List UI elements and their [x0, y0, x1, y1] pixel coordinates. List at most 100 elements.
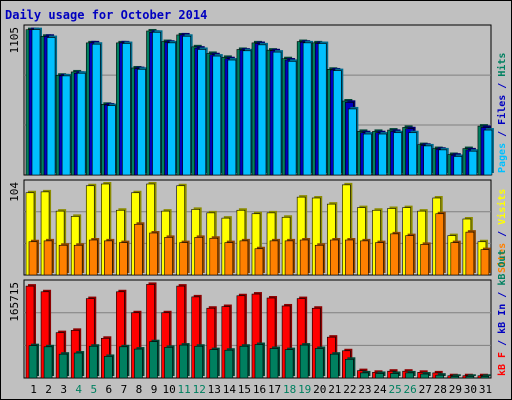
- bar-kb-out: [269, 348, 279, 379]
- bar-kb-out-shadow: [452, 374, 461, 376]
- bar-kb-out: [450, 375, 460, 379]
- bar-pages: [152, 32, 161, 176]
- legend-entry: Files: [496, 95, 508, 125]
- bar-pages: [107, 105, 116, 176]
- bar-pages: [423, 145, 432, 176]
- bar-sites: [299, 239, 309, 276]
- bar-pages: [348, 108, 357, 176]
- bar-sites: [73, 244, 83, 276]
- series-legend: Sites / Visits: [496, 189, 508, 273]
- x-tick-label: 14: [223, 383, 237, 396]
- x-tick-label: 29: [449, 383, 462, 396]
- chart-title: Daily usage for October 2014: [5, 8, 207, 22]
- bar-pages: [468, 150, 478, 176]
- bar-kb-out: [88, 345, 98, 379]
- bar-sites: [209, 237, 219, 276]
- bar-kb-out: [465, 375, 475, 379]
- panel-hits_files_pages: 1105 Pages / Files / Hits: [8, 24, 508, 176]
- bar-sites: [450, 242, 460, 276]
- bar-kb-out: [58, 353, 68, 379]
- bar-kb-out: [360, 372, 369, 379]
- x-tick-label: 9: [151, 383, 158, 396]
- x-tick-label: 7: [121, 383, 128, 396]
- legend-entry: /: [497, 334, 508, 352]
- bar-kb-out: [164, 347, 173, 379]
- legend-entry: /: [497, 77, 508, 95]
- legend-entry: kB In: [497, 304, 508, 334]
- bar-kb-out: [375, 373, 384, 379]
- bar-pages: [122, 43, 131, 176]
- bar-sites: [284, 240, 294, 276]
- legend-entry: Pages: [497, 143, 508, 173]
- bar-pages: [76, 72, 86, 176]
- bar-kb-out: [390, 373, 399, 379]
- bar-pages: [272, 51, 282, 176]
- x-tick-label: 4: [75, 383, 82, 396]
- bar-kb-out-shadow: [467, 374, 476, 376]
- bar-pages: [317, 43, 327, 176]
- bar-pages: [31, 29, 41, 176]
- bar-pages: [212, 55, 222, 176]
- bar-kb-out: [43, 346, 53, 379]
- bar-kb-out: [149, 341, 158, 379]
- x-tick-label: 10: [162, 383, 175, 396]
- bar-pages: [91, 43, 101, 176]
- bar-pages: [408, 132, 417, 176]
- x-tick-label: 19: [298, 383, 311, 396]
- bar-kb-out: [435, 374, 445, 379]
- bar-pages: [363, 133, 372, 176]
- bar-kb-out: [209, 349, 219, 379]
- x-tick-label: 17: [268, 383, 281, 396]
- bar-kb-out: [420, 373, 429, 379]
- y-axis-max-label: 104: [8, 182, 21, 202]
- bar-kb-out: [73, 352, 83, 379]
- legend-entry: Hits: [496, 53, 508, 77]
- x-tick-label: 24: [373, 383, 387, 396]
- bar-sites: [390, 233, 399, 276]
- bar-kb-out: [224, 349, 234, 379]
- legend-entry: Visits: [496, 189, 508, 225]
- x-tick-label: 21: [328, 383, 341, 396]
- bar-sites: [224, 242, 234, 276]
- bar-kb-out: [179, 344, 188, 379]
- x-tick-label: 1: [30, 383, 37, 396]
- bar-sites: [375, 242, 384, 276]
- bar-sites: [179, 242, 188, 276]
- bar-sites: [119, 242, 128, 276]
- x-tick-label: 13: [208, 383, 221, 396]
- bar-sites: [254, 248, 264, 276]
- bar-kb-out: [134, 348, 143, 379]
- bar-kb-out: [314, 348, 324, 379]
- legend-entry: kB F: [497, 352, 508, 376]
- bar-kb-out: [119, 346, 128, 379]
- x-tick-label: 18: [283, 383, 296, 396]
- bar-sites: [239, 240, 249, 276]
- bar-pages: [227, 59, 237, 176]
- x-tick-label: 28: [434, 383, 447, 396]
- x-tick-label: 22: [343, 383, 356, 396]
- chart-panels: 1105 Pages / Files / Hits 104 Sites / Visit…: [8, 24, 508, 379]
- bar-pages: [257, 44, 267, 176]
- series-legend: Pages / Files / Hits: [496, 53, 508, 173]
- bar-pages: [453, 156, 463, 176]
- bar-sites: [58, 244, 68, 276]
- x-tick-label: 15: [238, 383, 251, 396]
- x-tick-label: 5: [90, 383, 97, 396]
- bar-kb-out: [194, 345, 204, 379]
- x-tick-label: 26: [404, 383, 417, 396]
- bar-pages: [137, 68, 146, 176]
- bar-pages: [46, 37, 56, 176]
- bar-sites: [435, 213, 445, 276]
- bar-kb-out: [329, 353, 339, 379]
- x-tick-label: 2: [45, 383, 52, 396]
- panel-kbytes: 165715 kB F / kB In / kB Out: [8, 250, 508, 379]
- bar-sites: [88, 239, 98, 276]
- x-tick-label: 23: [358, 383, 371, 396]
- x-axis-day-labels: 1 2 3 4 5 6 7 8 9 10 11 12 13 14 15 16 17 18 19 20 21 22 23 24 2…: [30, 383, 492, 396]
- bar-pages: [393, 132, 402, 176]
- legend-entry: /: [497, 286, 508, 304]
- x-tick-label: 11: [178, 383, 191, 396]
- bar-kb-out: [239, 345, 249, 379]
- bar-kb-out: [104, 356, 113, 379]
